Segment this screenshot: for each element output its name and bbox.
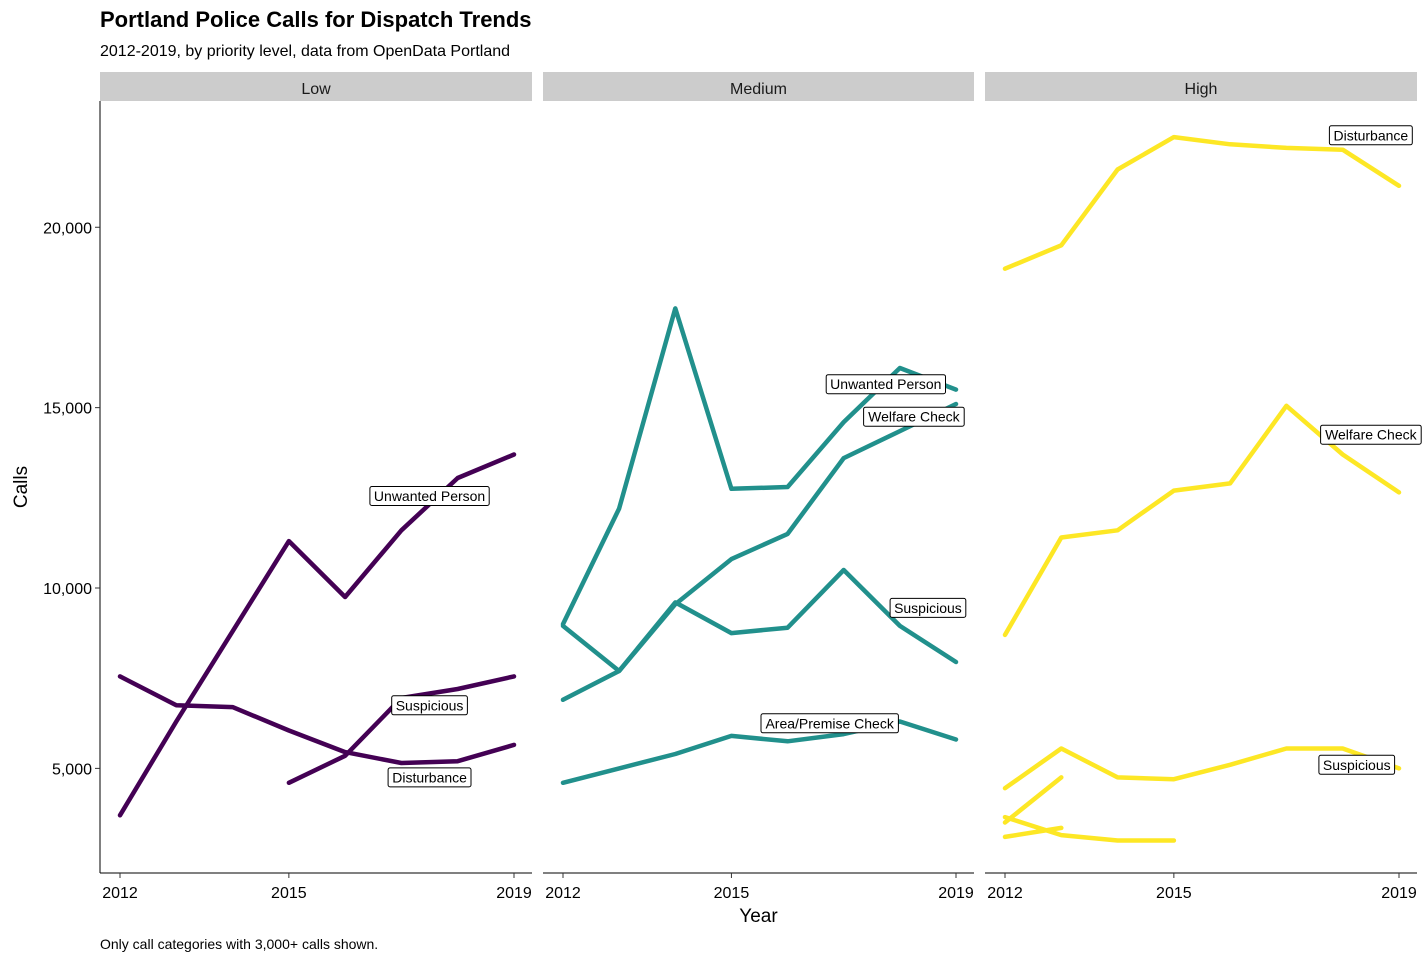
series-line — [1002, 775, 1064, 825]
x-tick-label: 2012 — [545, 885, 581, 902]
x-tick-label: 2015 — [271, 885, 307, 902]
x-tick-label: 2015 — [1156, 885, 1192, 902]
chart-title: Portland Police Calls for Dispatch Trend… — [100, 7, 532, 32]
series-label: Area/Premise Check — [765, 715, 894, 731]
series-line — [1002, 814, 1177, 843]
facet-strip — [543, 72, 974, 101]
x-tick-label: 2019 — [1381, 885, 1417, 902]
series-label: Unwanted Person — [374, 488, 485, 504]
x-tick-label: 2012 — [102, 885, 138, 902]
series-line — [560, 401, 959, 703]
x-tick-label: 2019 — [938, 885, 974, 902]
series-line — [560, 306, 959, 627]
series-label-box — [387, 767, 472, 788]
facet-strip — [100, 72, 532, 101]
series-label-box — [863, 406, 965, 427]
series-line — [117, 674, 517, 766]
facet-strip — [985, 72, 1417, 101]
y-tick-label: 5,000 — [52, 761, 92, 778]
series-label: Suspicious — [894, 600, 962, 616]
series-line — [560, 567, 959, 674]
x-tick-label: 2015 — [714, 885, 750, 902]
series-label: Disturbance — [392, 769, 467, 785]
y-tick-label: 15,000 — [43, 401, 92, 418]
series-label: Welfare Check — [868, 409, 961, 425]
series-label-box — [760, 713, 899, 734]
facet-strip-label: Medium — [730, 81, 787, 98]
series-label: Suspicious — [1323, 757, 1391, 773]
series-label: Unwanted Person — [830, 376, 941, 392]
series-line — [286, 674, 517, 786]
facet-strip-label: High — [1185, 81, 1218, 98]
x-axis-title: Year — [739, 906, 778, 927]
chart-subtitle: 2012-2019, by priority level, data from … — [100, 43, 511, 60]
y-tick-label: 20,000 — [43, 220, 92, 237]
series-label-box — [1320, 424, 1422, 445]
series-label-box — [889, 597, 967, 618]
x-tick-label: 2012 — [987, 885, 1023, 902]
y-axis-title: Calls — [11, 466, 32, 508]
x-tick-label: 2019 — [496, 885, 532, 902]
series-label-box — [1318, 754, 1396, 775]
facet-strip-label: Low — [301, 81, 331, 98]
y-tick-label: 10,000 — [43, 581, 92, 598]
series-line — [1002, 746, 1402, 791]
series-label-box — [825, 374, 947, 395]
chart-caption: Only call categories with 3,000+ calls s… — [100, 936, 379, 952]
series-label: Welfare Check — [1325, 427, 1418, 443]
series-label: Disturbance — [1334, 127, 1409, 143]
series-line — [1002, 134, 1402, 271]
series-label-box — [391, 695, 468, 716]
series-line — [1002, 403, 1402, 638]
series-label-box — [369, 486, 490, 506]
series-label: Suspicious — [396, 697, 464, 713]
series-line — [1002, 825, 1064, 840]
series-label-box — [1328, 125, 1413, 146]
